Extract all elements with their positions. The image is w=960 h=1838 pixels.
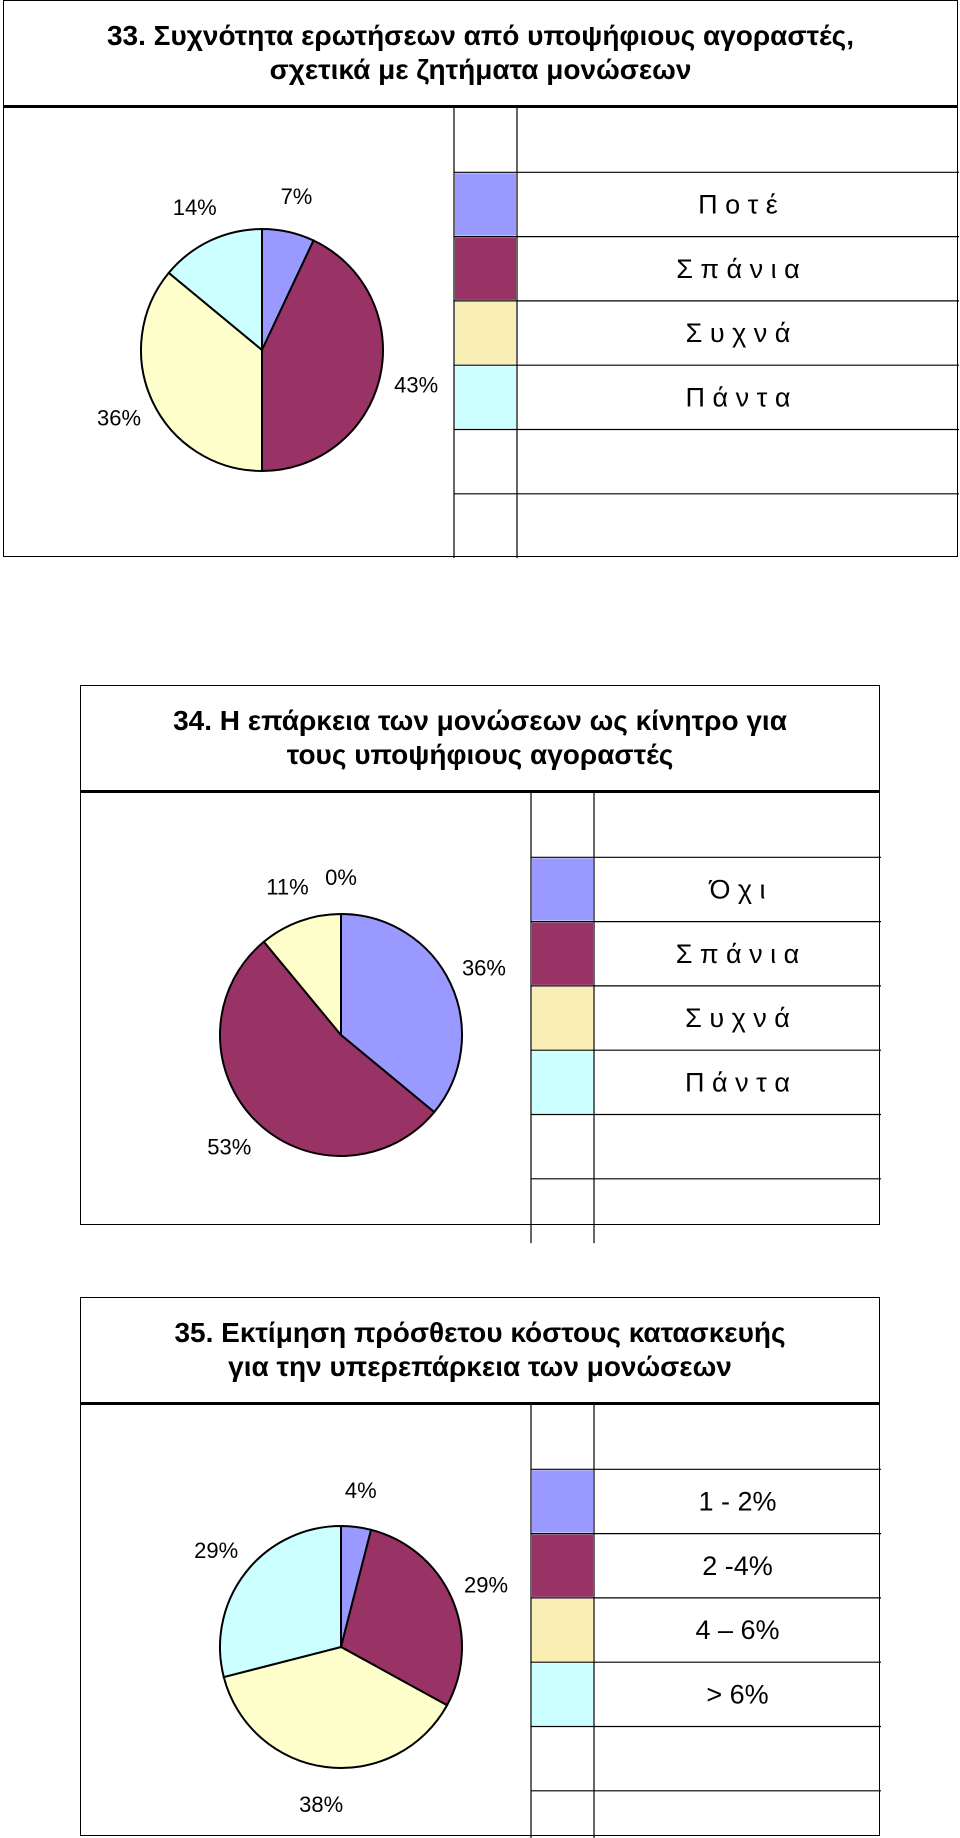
legend-swatch [532, 1534, 593, 1597]
legend-label: Π ά ν τ α [686, 382, 791, 412]
legend-swatch [455, 301, 516, 365]
pie-slice-label: 38% [299, 1792, 343, 1817]
pie-slice-label: 14% [173, 195, 217, 220]
pie-slice-label: 43% [394, 372, 438, 397]
pie-chart-34: Ό χ ι Σ π ά ν ι α Σ υ χ ν ά Π ά ν τ α 36% 53%… [207, 793, 881, 1244]
pie-slice-label: 29% [194, 1538, 238, 1563]
legend-swatch [532, 1663, 593, 1726]
pie-slice [339, 1528, 463, 1707]
chart-title-33: 33. Συχνότητα ερωτήσεων από υποψήφιους α… [4, 1, 957, 108]
legend-label: 2 -4% [702, 1551, 773, 1581]
legend-swatch [455, 237, 516, 300]
pie-slice [261, 239, 384, 473]
pie-slice [340, 912, 463, 1114]
pie-slice-label: 7% [281, 184, 313, 209]
pie-slice-label: 0% [325, 865, 357, 890]
pie-slice-label: 53% [207, 1135, 251, 1160]
legend-swatch [532, 1598, 593, 1662]
pie-slice [219, 1524, 342, 1679]
chart-title-33-line-1: 33. Συχνότητα ερωτήσεων από υποψήφιους α… [106, 20, 855, 52]
chart-title-34: 34. Η επάρκεια των μονώσεων ως κίνητρο γ… [81, 686, 879, 793]
chart-title-34-line-1: 34. Η επάρκεια των μονώσεων ως κίνητρο γ… [173, 705, 787, 737]
chart-title-35-line-2: για την υπερεπάρκεια των μονώσεων [228, 1351, 732, 1382]
chart-panel-33: 33. Συχνότητα ερωτήσεων από υποψήφιους α… [3, 0, 959, 559]
legend-swatch [532, 858, 593, 921]
legend-swatch [532, 1470, 593, 1533]
legend-label: 4 – 6% [695, 1615, 779, 1645]
pie-slice [167, 227, 263, 353]
pie-slice-label: 11% [266, 874, 308, 899]
legend-label: Σ π ά ν ι α [676, 939, 800, 969]
legend-swatch [532, 922, 593, 985]
chart-panel-34: 34. Η επάρκεια των μονώσεων ως κίνητρο γ… [80, 685, 881, 1244]
legend-label: Σ π ά ν ι α [676, 254, 800, 284]
pie-slice [262, 912, 342, 1038]
legend-label: > 6% [706, 1679, 768, 1709]
chart-panel-35: 35. Εκτίμηση πρόσθετου κόστους κατασκευή… [80, 1297, 881, 1838]
pie-chart-35: 1 - 2% 2 -4% 4 – 6% > 6% 4% 29% 38% 29% [194, 1405, 881, 1838]
pie-slice [222, 1645, 449, 1769]
pie-slice [219, 940, 436, 1157]
pie-slice-label: 36% [97, 405, 141, 430]
legend-swatch [455, 173, 516, 236]
pie-slice-label: 36% [462, 956, 506, 981]
pie-slice-label: 4% [345, 1478, 377, 1503]
chart-title-35-line-1: 35. Εκτίμηση πρόσθετου κόστους κατασκευή… [174, 1317, 786, 1349]
legend-label: Π ά ν τ α [685, 1067, 790, 1097]
chart-title-35: 35. Εκτίμηση πρόσθετου κόστους κατασκευή… [81, 1298, 879, 1405]
legend-label: 1 - 2% [698, 1486, 776, 1516]
legend-swatch [455, 366, 516, 429]
chart-title-34-line-2: τους υποψήφιους αγοραστές [286, 739, 674, 770]
legend-label: Ό χ ι [708, 874, 765, 904]
legend-label: Σ υ χ ν ά [685, 1003, 790, 1033]
legend-label: Π ο τ έ [698, 189, 778, 219]
pie-slice [140, 271, 263, 473]
legend-swatch [532, 986, 593, 1050]
pie-slice-label: 29% [464, 1572, 508, 1597]
legend-swatch [532, 1051, 593, 1114]
legend-label: Σ υ χ ν ά [686, 318, 791, 348]
pie-chart-33: Π ο τ έ Σ π ά ν ι α Σ υ χ ν ά Π ά ν τ α 7% 43… [97, 108, 959, 559]
chart-title-33-line-2: σχετικά με ζητήματα μονώσεων [269, 54, 692, 85]
